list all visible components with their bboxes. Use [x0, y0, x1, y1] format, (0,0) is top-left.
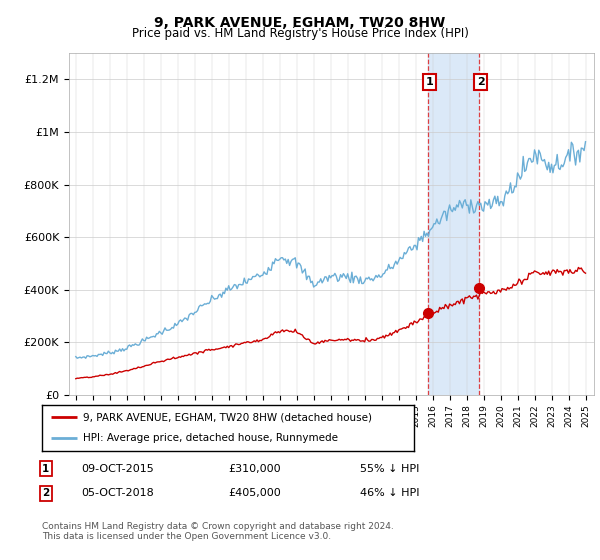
- Text: 2: 2: [42, 488, 49, 498]
- Text: 1: 1: [42, 464, 49, 474]
- Text: 55% ↓ HPI: 55% ↓ HPI: [360, 464, 419, 474]
- Text: 1: 1: [426, 77, 434, 87]
- Text: Contains HM Land Registry data © Crown copyright and database right 2024.
This d: Contains HM Land Registry data © Crown c…: [42, 522, 394, 542]
- Bar: [428, 53, 479, 395]
- Text: 9, PARK AVENUE, EGHAM, TW20 8HW (detached house): 9, PARK AVENUE, EGHAM, TW20 8HW (detache…: [83, 413, 372, 423]
- Text: HPI: Average price, detached house, Runnymede: HPI: Average price, detached house, Runn…: [83, 433, 338, 444]
- Text: 09-OCT-2015: 09-OCT-2015: [81, 464, 154, 474]
- Text: 9, PARK AVENUE, EGHAM, TW20 8HW: 9, PARK AVENUE, EGHAM, TW20 8HW: [154, 16, 446, 30]
- Text: 05-OCT-2018: 05-OCT-2018: [81, 488, 154, 498]
- Text: Price paid vs. HM Land Registry's House Price Index (HPI): Price paid vs. HM Land Registry's House …: [131, 27, 469, 40]
- Text: 46% ↓ HPI: 46% ↓ HPI: [360, 488, 419, 498]
- Text: 2: 2: [477, 77, 485, 87]
- Text: £310,000: £310,000: [228, 464, 281, 474]
- Text: £405,000: £405,000: [228, 488, 281, 498]
